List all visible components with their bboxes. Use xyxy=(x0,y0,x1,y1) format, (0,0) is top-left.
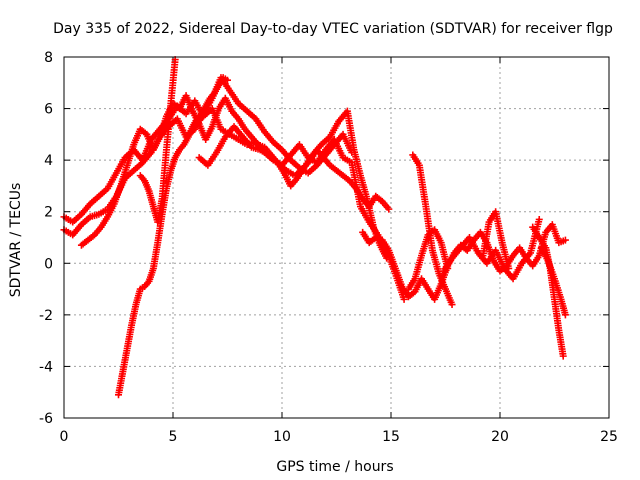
data-point xyxy=(224,76,231,84)
y-axis-label: SDTVAR / TECUs xyxy=(8,183,24,298)
data-point xyxy=(505,264,513,272)
series-4 xyxy=(115,74,231,399)
x-axis-label: GPS time / hours xyxy=(276,459,393,475)
x-tick-label: 25 xyxy=(600,429,618,445)
data-point xyxy=(535,215,543,223)
data-point xyxy=(385,205,393,213)
y-tick-label: 6 xyxy=(44,102,53,118)
x-tick-label: 15 xyxy=(382,429,400,445)
data-series xyxy=(60,56,569,399)
y-tick-label: -4 xyxy=(39,359,53,375)
axis-ticks xyxy=(63,56,610,419)
x-tick-labels: 0 5 10 15 20 25 xyxy=(60,429,618,445)
data-point xyxy=(383,254,391,262)
chart-title: Day 335 of 2022, Sidereal Day-to-day VTE… xyxy=(53,21,613,37)
y-tick-labels: -6 -4 -2 0 2 4 6 8 xyxy=(39,50,53,427)
y-tick-label: -6 xyxy=(39,411,53,427)
y-tick-label: 4 xyxy=(44,153,53,169)
data-point xyxy=(400,295,408,303)
data-point xyxy=(561,236,569,244)
y-tick-label: 2 xyxy=(44,205,53,221)
x-tick-label: 10 xyxy=(273,429,291,445)
y-tick-label: -2 xyxy=(39,308,53,324)
series-6 xyxy=(195,107,391,262)
series-11 xyxy=(479,208,513,272)
data-point xyxy=(561,311,569,319)
series-13 xyxy=(537,244,569,319)
data-point xyxy=(448,301,456,309)
data-point xyxy=(559,352,567,360)
x-tick-label: 5 xyxy=(169,429,178,445)
series-8 xyxy=(409,151,456,309)
plot-frame xyxy=(63,56,610,419)
y-tick-label: 8 xyxy=(44,50,53,66)
series-5 xyxy=(136,56,179,226)
x-tick-label: 0 xyxy=(60,429,69,445)
y-tick-label: 0 xyxy=(44,256,53,272)
x-tick-label: 20 xyxy=(491,429,509,445)
grid xyxy=(64,57,609,418)
series-7 xyxy=(359,221,569,303)
